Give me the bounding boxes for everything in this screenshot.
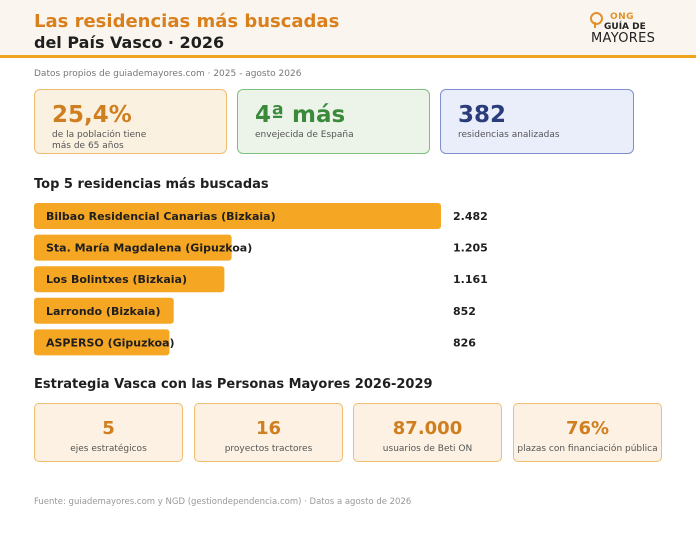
strategy-value: 5 bbox=[102, 418, 115, 439]
bar-category-label: Bilbao Residencial Canarias (Bizkaia) bbox=[46, 210, 276, 223]
strategy-card-public-funding: 76% plazas con financiación pública bbox=[513, 403, 662, 462]
kpi-label: envejecida de España bbox=[255, 130, 354, 140]
strategy-label: usuarios de Beti ON bbox=[382, 444, 473, 454]
kpi-label: de la población tiene más de 65 años bbox=[52, 130, 146, 152]
kpi-label-line2: más de 65 años bbox=[52, 141, 124, 151]
kpi-card-population: 25,4% de la población tiene más de 65 añ… bbox=[34, 89, 227, 154]
kpi-value: 25,4% bbox=[52, 102, 132, 128]
strategy-label: proyectos tractores bbox=[224, 444, 313, 454]
bar-value-label: 2.482 bbox=[453, 210, 488, 223]
bar-1 bbox=[34, 203, 441, 229]
strategy-card-users: 87.000 usuarios de Beti ON bbox=[353, 403, 502, 462]
strategy-section-title: Estrategia Vasca con las Personas Mayore… bbox=[34, 377, 433, 392]
logo-mayores-text: MAYORES bbox=[591, 31, 656, 46]
bar-category-label: Los Bolintxes (Bizkaia) bbox=[46, 273, 187, 286]
footer-source: Fuente: guiademayores.com y NGD (gestion… bbox=[34, 497, 412, 507]
bar-category-label: ASPERSO (Gipuzkoa) bbox=[46, 336, 175, 349]
page-subtitle-title: del País Vasco · 2026 bbox=[34, 33, 225, 52]
guia-de-mayores-logo[interactable]: ONG GUÍA DE MAYORES bbox=[588, 10, 668, 48]
kpi-card-residences: 382 residencias analizadas bbox=[440, 89, 634, 154]
bar-4 bbox=[34, 297, 174, 324]
kpi-label: residencias analizadas bbox=[458, 130, 560, 140]
bar-category-label: Sta. María Magdalena (Gipuzkoa) bbox=[46, 242, 252, 255]
kpi-value: 382 bbox=[458, 102, 507, 128]
kpi-value: 4ª más bbox=[255, 102, 346, 128]
logo-guia-text: GUÍA DE bbox=[604, 22, 646, 32]
data-source-subtitle: Datos propios de guiademayores.com · 202… bbox=[34, 69, 302, 79]
bar-5 bbox=[34, 329, 170, 356]
header: Las residencias más buscadas del País Va… bbox=[0, 0, 696, 58]
bar-value-label: 1.205 bbox=[453, 242, 488, 255]
bar-3 bbox=[34, 266, 225, 293]
kpi-card-aging-rank: 4ª más envejecida de España bbox=[237, 89, 430, 154]
bar-category-label: Larrondo (Bizkaia) bbox=[46, 305, 160, 318]
logo-person-icon bbox=[590, 12, 603, 28]
kpi-label-line1: de la población tiene bbox=[52, 130, 147, 140]
bar-2 bbox=[34, 234, 232, 261]
strategy-label: ejes estratégicos bbox=[70, 444, 147, 454]
bar-value-label: 826 bbox=[453, 336, 476, 349]
bar-value-label: 852 bbox=[453, 305, 476, 318]
strategy-value: 76% bbox=[565, 418, 610, 439]
strategy-value: 87.000 bbox=[392, 418, 463, 439]
logo-ong-text: ONG bbox=[610, 12, 635, 22]
page-title: Las residencias más buscadas bbox=[34, 11, 340, 32]
strategy-label: plazas con financiación pública bbox=[517, 444, 658, 454]
strategy-card-axes: 5 ejes estratégicos bbox=[34, 403, 183, 462]
top5-section-title: Top 5 residencias más buscadas bbox=[34, 177, 269, 192]
strategy-card-projects: 16 proyectos tractores bbox=[194, 403, 343, 462]
bar-value-label: 1.161 bbox=[453, 273, 488, 286]
strategy-value: 16 bbox=[255, 418, 282, 439]
